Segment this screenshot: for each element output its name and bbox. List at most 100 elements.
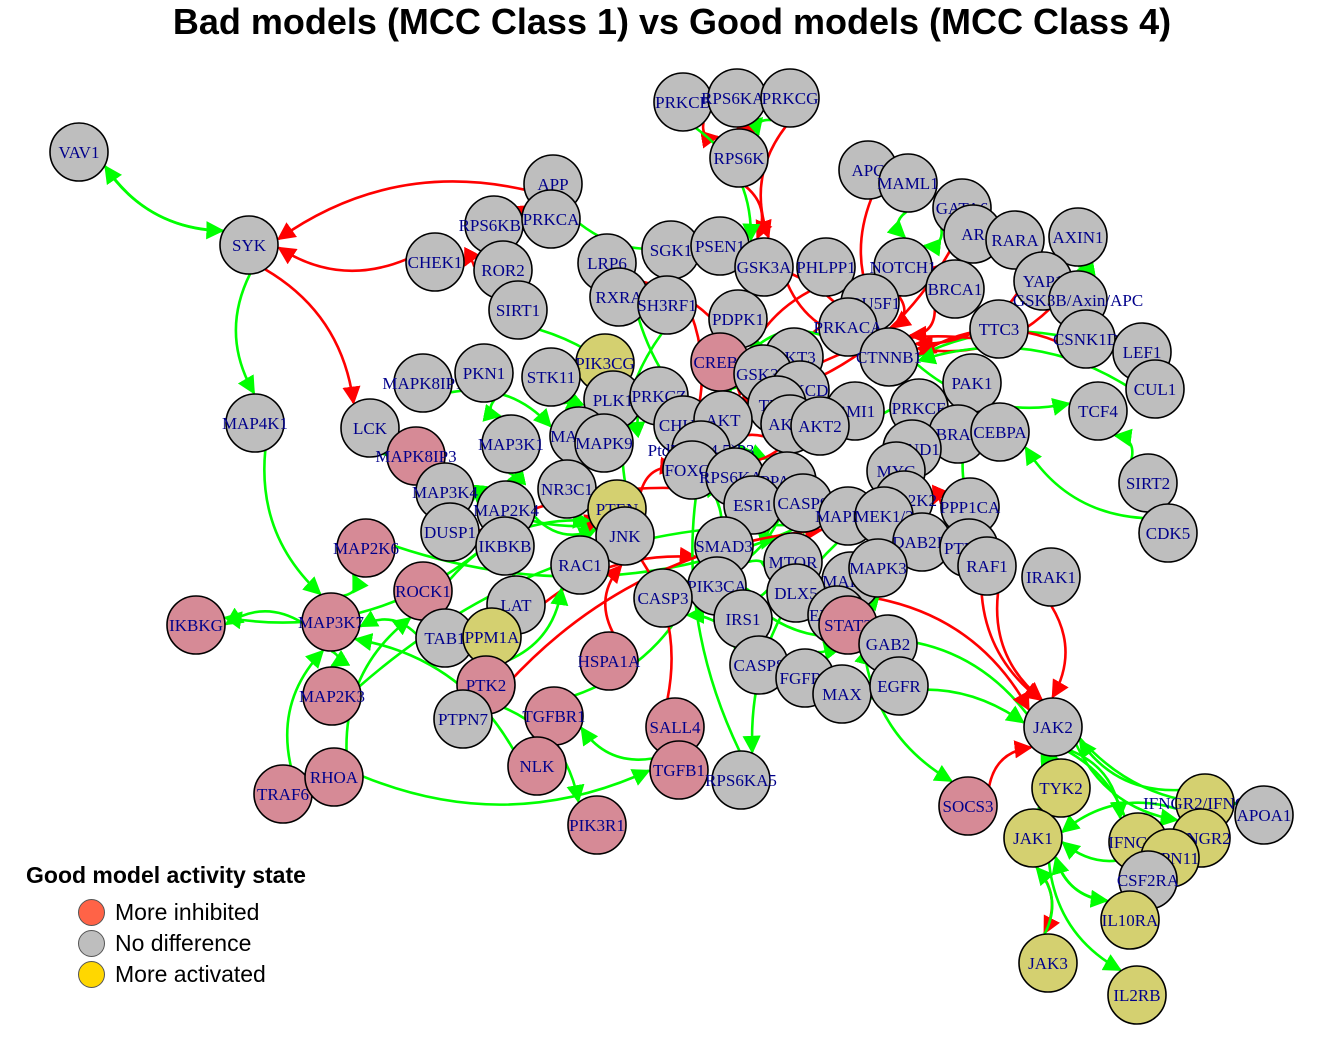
node-circle-hspa1a xyxy=(579,631,639,691)
node-maml1: MAML1 xyxy=(877,153,939,213)
node-rac1: RAC1 xyxy=(550,535,610,595)
node-circle-sirt1 xyxy=(488,280,548,340)
node-hspa1a: HSPA1A xyxy=(578,631,641,691)
node-label-esr1: ESR1 xyxy=(733,496,773,515)
node-circle-socs3 xyxy=(938,776,998,836)
edge-map4k1-to-map3k7 xyxy=(263,449,322,596)
node-label-max: MAX xyxy=(822,685,862,704)
node-label-sall4: SALL4 xyxy=(650,718,702,737)
node-circle-map3k7 xyxy=(301,592,361,652)
node-psen1: PSEN1 xyxy=(690,216,750,276)
node-label-map3k7: MAP3K7 xyxy=(298,613,365,632)
node-label-ikbkb: IKBKB xyxy=(479,537,532,556)
node-label-rac1: RAC1 xyxy=(558,556,601,575)
node-map2k3: MAP2K3 xyxy=(299,666,365,726)
node-jnk: JNK xyxy=(595,506,655,566)
edge-ptpn7-to-mapk14 xyxy=(487,522,824,707)
node-label-vav1: VAV1 xyxy=(59,143,100,162)
node-label-ppp1ca: PPP1CA xyxy=(940,498,1001,517)
node-rps6kb1: RPS6KB1 xyxy=(459,195,529,255)
node-label-rhoa: RHOA xyxy=(310,768,359,787)
edge-hspa1a-to-jnk xyxy=(603,564,623,633)
legend-label-inhibited: More inhibited xyxy=(115,899,260,925)
node-circle-cdk5 xyxy=(1138,503,1198,563)
node-chek1: CHEK1 xyxy=(405,232,465,292)
node-vav1: VAV1 xyxy=(49,122,109,182)
edge-syk-to-lck xyxy=(264,268,361,405)
node-label-cebpa: CEBPA xyxy=(973,423,1027,442)
node-label-apoa1: APOA1 xyxy=(1237,806,1292,825)
edge-vav1-to-syk xyxy=(103,165,225,240)
node-max: MAX xyxy=(812,664,872,724)
node-circle-ikbkb xyxy=(475,516,535,576)
node-irak1: IRAK1 xyxy=(1021,547,1081,607)
node-circle-map2k6 xyxy=(336,518,396,578)
node-label-map3k4: MAP3K4 xyxy=(412,483,479,502)
node-circle-mapk9 xyxy=(574,413,634,473)
node-label-map4k1: MAP4K1 xyxy=(222,414,288,433)
node-circle-ttc3 xyxy=(969,299,1029,359)
node-label-prkca: PRKCA xyxy=(523,210,580,229)
node-circle-egfr xyxy=(869,656,929,716)
legend-item-no-difference: No difference xyxy=(78,928,306,959)
node-label-tyk2: TYK2 xyxy=(1039,779,1082,798)
node-label-lck: LCK xyxy=(353,419,388,438)
node-circle-vav1 xyxy=(49,122,109,182)
legend-label-activated: More activated xyxy=(115,961,266,987)
node-label-il10ra: IL10RA xyxy=(1102,911,1159,930)
node-label-rock1: ROCK1 xyxy=(395,582,451,601)
node-sall4: SALL4 xyxy=(645,697,705,757)
node-circle-apoa1 xyxy=(1234,785,1294,845)
node-circle-lck xyxy=(340,398,400,458)
node-label-csf2ra: CSF2RA xyxy=(1117,871,1180,890)
node-label-ptpn7: PTPN7 xyxy=(438,710,489,729)
node-circle-prkcg xyxy=(760,68,820,128)
node-circle-nlk xyxy=(507,736,567,796)
chart-title: Bad models (MCC Class 1) vs Good models … xyxy=(172,1,1172,42)
node-label-pik3r1: PIK3R1 xyxy=(569,816,625,835)
node-label-dab2ip: DAB2IP xyxy=(892,533,952,552)
node-prkcb: PRKCB xyxy=(653,72,713,132)
node-casp9: CASP9 xyxy=(773,473,833,533)
node-label-rps6ka5: RPS6KA5 xyxy=(705,771,777,790)
edge-socs3-to-jak2 xyxy=(987,740,1033,787)
node-phlpp1: PHLPP1 xyxy=(796,237,856,297)
node-pik3r1: PIK3R1 xyxy=(567,795,627,855)
node-label-prkaca: PRKACA xyxy=(814,318,884,337)
node-circle-csnk1d xyxy=(1056,309,1116,369)
edge-jak2-to-ifngr1 xyxy=(1069,749,1128,820)
node-label-jak2: JAK2 xyxy=(1033,718,1073,737)
node-rxra: RXRA xyxy=(589,267,649,327)
node-circle-tcf4 xyxy=(1068,381,1128,441)
node-label-sirt2: SIRT2 xyxy=(1126,474,1170,493)
node-label-traf6: TRAF6 xyxy=(257,785,309,804)
node-label-apc: APC xyxy=(851,161,884,180)
node-label-irak1: IRAK1 xyxy=(1026,568,1076,587)
node-circle-axin1 xyxy=(1048,207,1108,267)
node-dusp1: DUSP1 xyxy=(420,502,480,562)
edge-tab1-to-map3k7 xyxy=(359,610,418,635)
node-apoa1: APOA1 xyxy=(1234,785,1294,845)
edge-prkcg-to-gsk3a xyxy=(754,125,787,240)
node-cdk5: CDK5 xyxy=(1138,503,1198,563)
node-traf6: TRAF6 xyxy=(253,764,313,824)
legend: Good model activity state More inhibited… xyxy=(26,862,306,990)
node-label-il2rb: IL2RB xyxy=(1113,986,1160,1005)
node-label-ar: AR xyxy=(961,225,985,244)
node-label-axin1: AXIN1 xyxy=(1053,228,1104,247)
node-label-lef1: LEF1 xyxy=(1123,343,1162,362)
node-cul1: CUL1 xyxy=(1125,359,1185,419)
node-label-casp8: CASP8 xyxy=(733,656,784,675)
node-nlk: NLK xyxy=(507,736,567,796)
legend-swatch-no-difference xyxy=(78,930,105,957)
node-mapk8ip1: MAPK8IP1 xyxy=(382,353,464,413)
node-label-sgk1: SGK1 xyxy=(650,241,693,260)
legend-item-inhibited: More inhibited xyxy=(78,897,306,928)
node-label-syk: SYK xyxy=(232,236,267,255)
node-label-cul1: CUL1 xyxy=(1134,380,1177,399)
node-label-notch1: NOTCH1 xyxy=(869,258,936,277)
node-circle-tgfb1 xyxy=(649,740,709,800)
node-map3k1: MAP3K1 xyxy=(478,414,544,474)
node-circle-pik3r1 xyxy=(567,795,627,855)
